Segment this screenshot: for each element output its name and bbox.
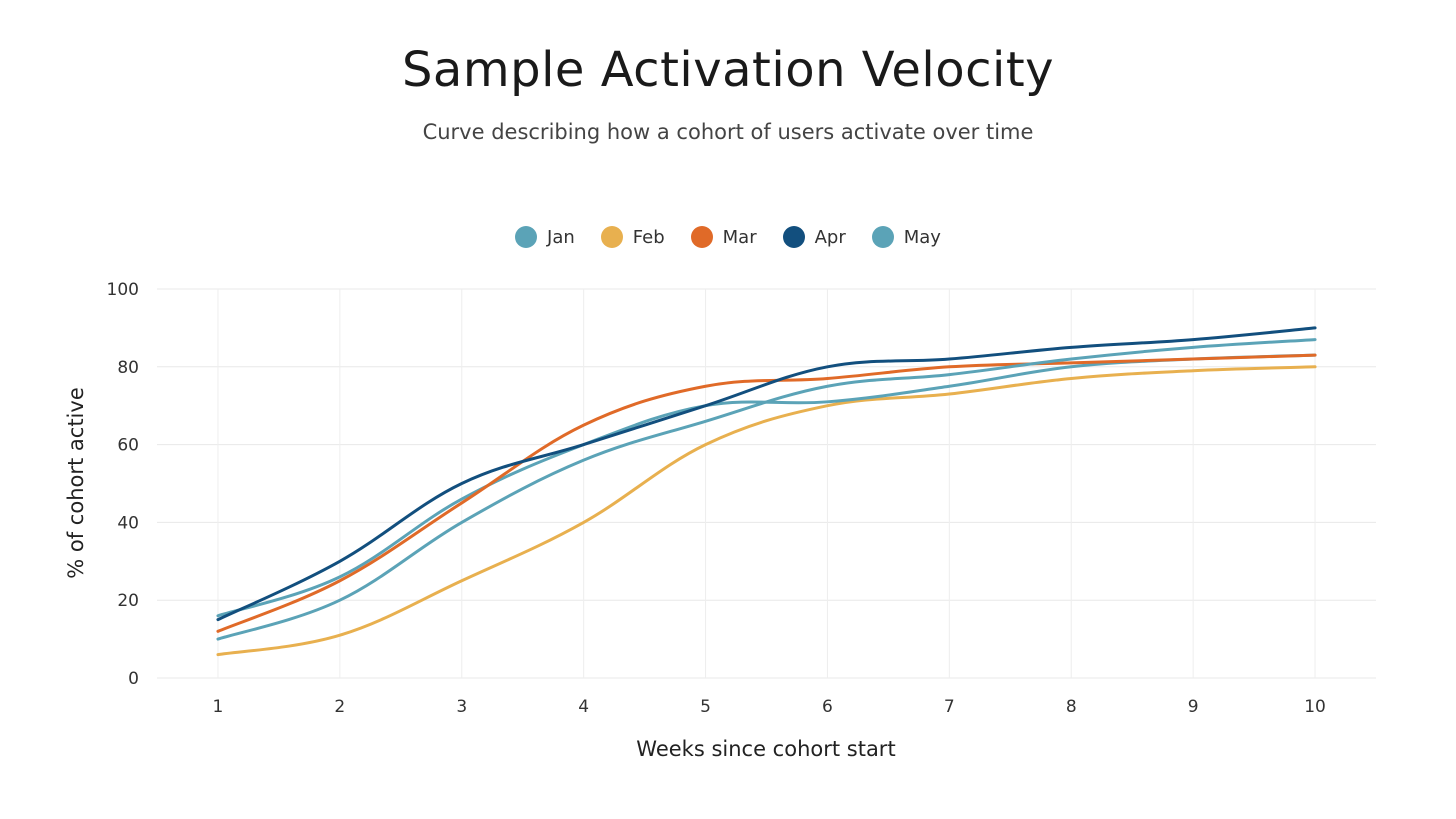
legend-label: May bbox=[903, 226, 941, 248]
legend-label: Jan bbox=[547, 226, 575, 248]
x-tick-label: 10 bbox=[1304, 697, 1326, 717]
legend-item-mar[interactable]: Mar bbox=[690, 226, 757, 248]
x-tick-label: 2 bbox=[334, 697, 345, 717]
legend-swatch bbox=[871, 226, 894, 248]
y-tick-label: 60 bbox=[117, 436, 139, 456]
x-tick-label: 7 bbox=[944, 697, 955, 717]
legend-item-may[interactable]: May bbox=[871, 226, 941, 248]
legend-swatch bbox=[515, 226, 538, 248]
x-axis-label: Weeks since cohort start bbox=[636, 737, 895, 761]
series-line-may bbox=[216, 338, 1317, 641]
y-axis-ticks: 0 20 40 60 80 100 bbox=[107, 280, 139, 689]
legend-label: Feb bbox=[632, 226, 665, 248]
series-line-apr bbox=[216, 326, 1317, 622]
legend-item-feb[interactable]: Feb bbox=[600, 226, 665, 248]
x-tick-label: 9 bbox=[1188, 697, 1199, 717]
x-tick-label: 3 bbox=[456, 697, 467, 717]
legend-swatch bbox=[690, 226, 713, 248]
chart-subtitle: Curve describing how a cohort of users a… bbox=[422, 120, 1034, 144]
x-tick-label: 6 bbox=[822, 697, 833, 717]
y-tick-label: 20 bbox=[117, 591, 139, 611]
legend-item-apr[interactable]: Apr bbox=[782, 226, 846, 248]
x-tick-label: 4 bbox=[578, 697, 589, 717]
legend-label: Apr bbox=[814, 226, 846, 248]
series-lines bbox=[216, 326, 1317, 657]
legend-item-jan[interactable]: Jan bbox=[515, 226, 575, 248]
y-tick-label: 100 bbox=[107, 280, 139, 300]
legend-swatch bbox=[782, 226, 805, 248]
x-tick-label: 8 bbox=[1066, 697, 1077, 717]
y-tick-label: 40 bbox=[117, 513, 139, 533]
legend: Jan Feb Mar Apr May bbox=[0, 226, 1456, 248]
series-line-mar bbox=[216, 353, 1317, 633]
legend-swatch bbox=[600, 226, 623, 248]
series-line-feb bbox=[216, 365, 1317, 657]
y-tick-label: 80 bbox=[117, 358, 139, 378]
chart-title: Sample Activation Velocity bbox=[401, 42, 1055, 98]
y-axis-label: % of cohort active bbox=[64, 387, 88, 578]
legend-label: Mar bbox=[722, 226, 757, 248]
x-tick-label: 1 bbox=[213, 697, 224, 717]
x-tick-label: 5 bbox=[700, 697, 711, 717]
y-tick-label: 0 bbox=[128, 669, 139, 689]
x-axis-ticks: 1 2 3 4 5 6 7 8 9 10 bbox=[213, 697, 1326, 717]
